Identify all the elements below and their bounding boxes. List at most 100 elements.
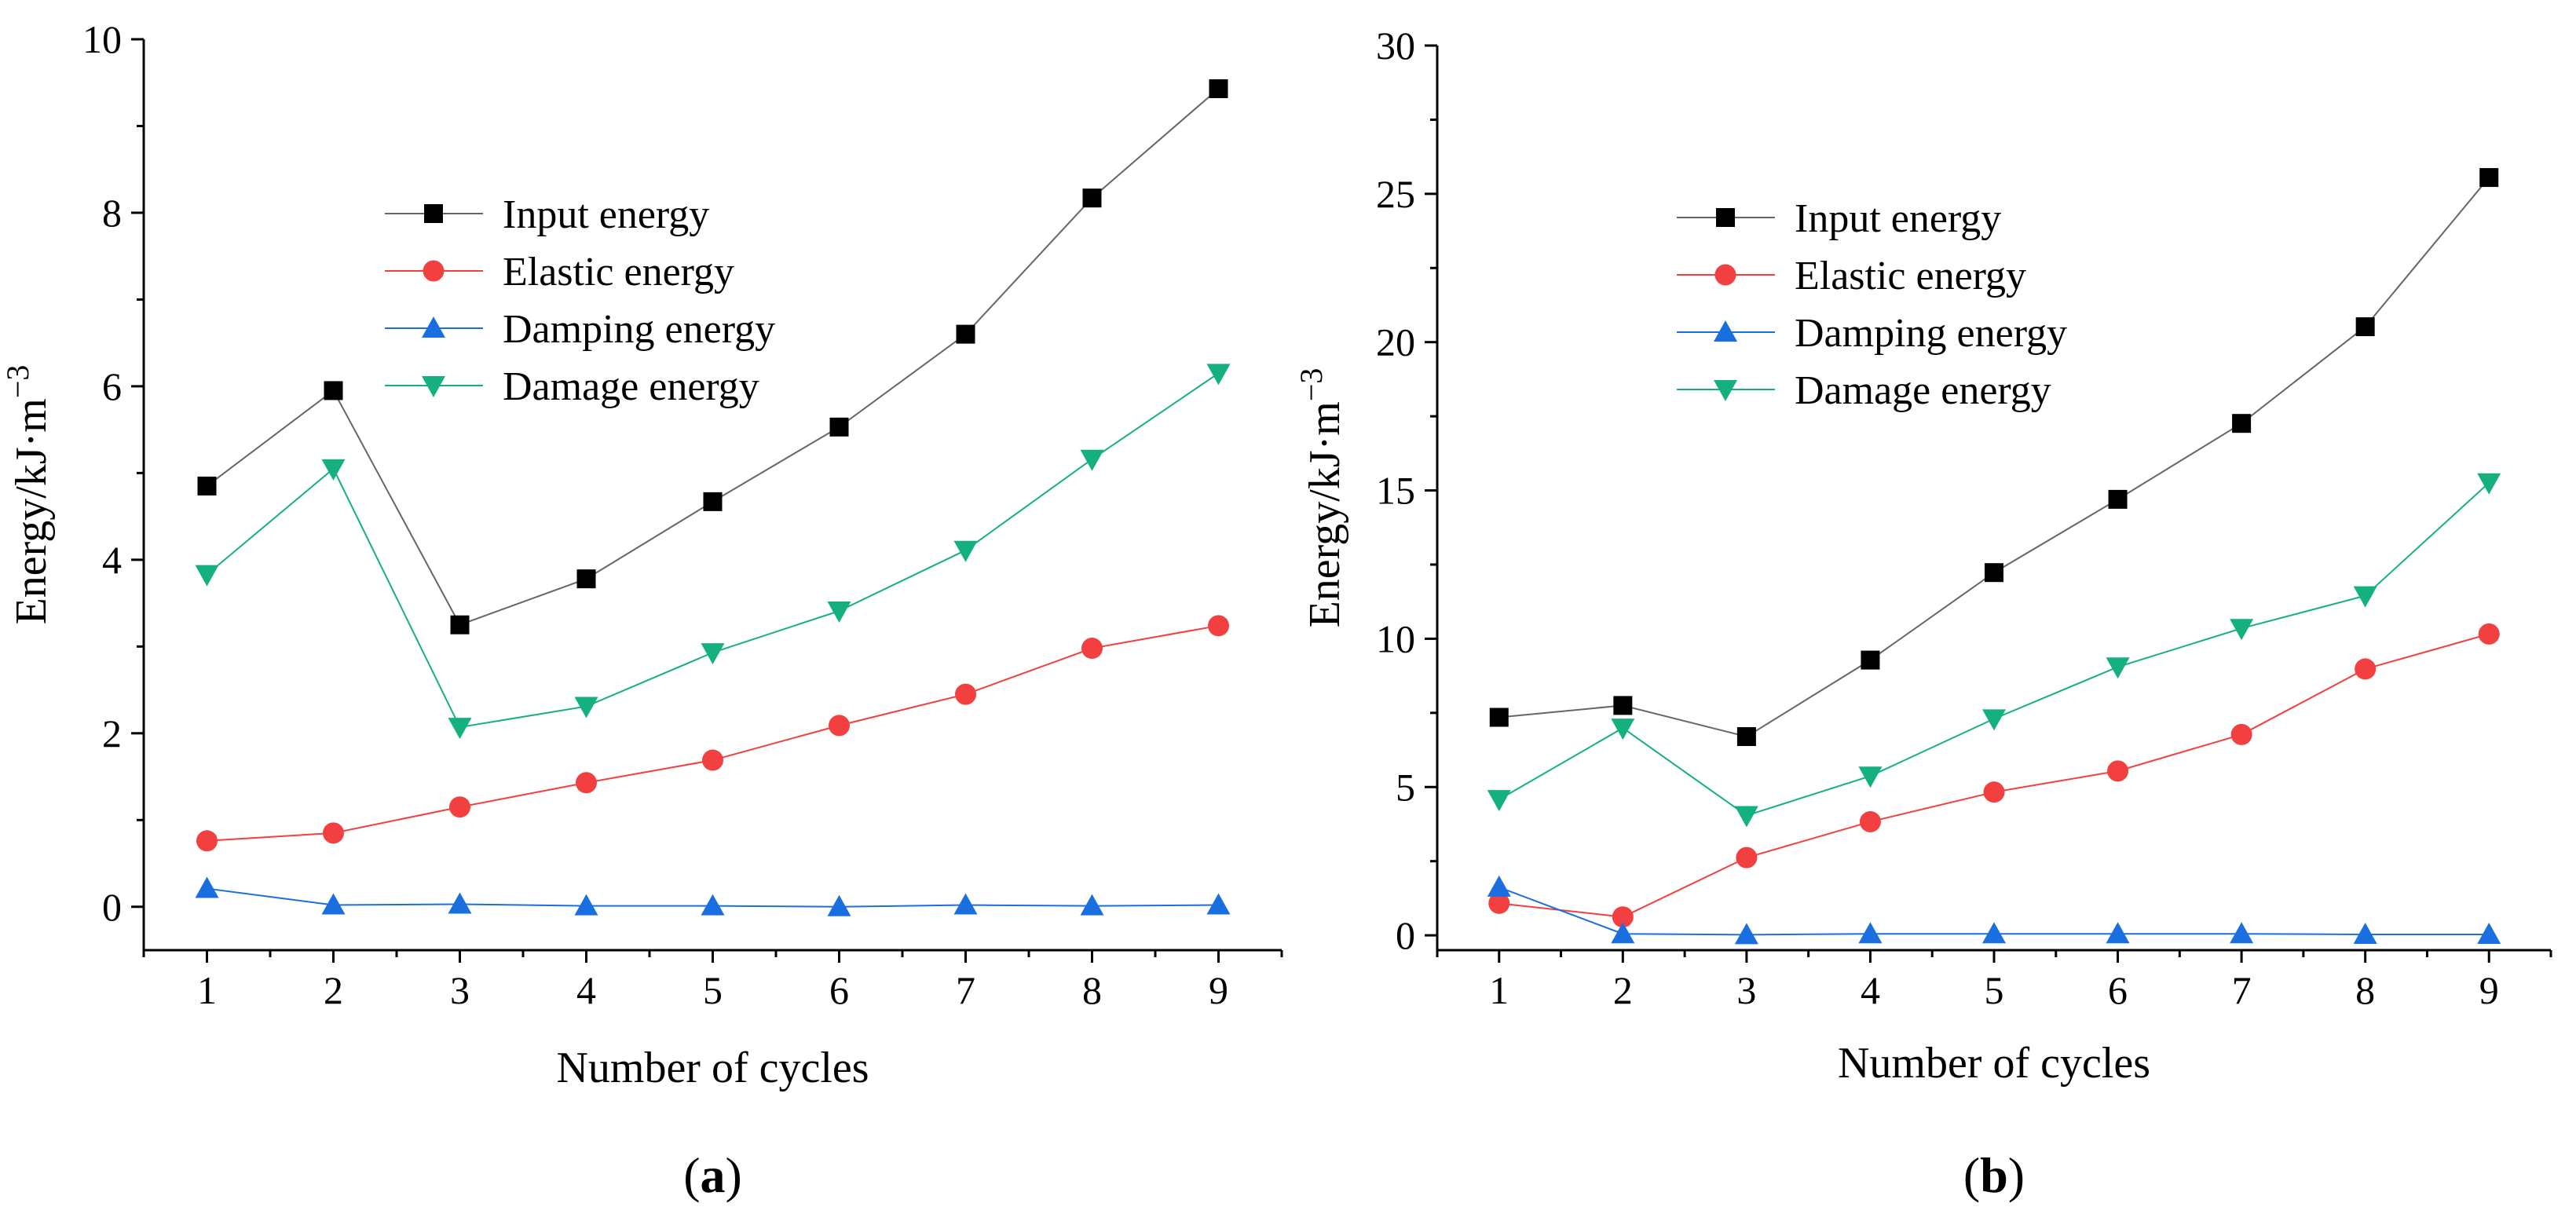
x-tick-label: 7 (956, 968, 975, 1012)
data-point-damping (321, 893, 346, 915)
data-point-elastic (1081, 638, 1103, 660)
x-tick-label: 2 (1613, 968, 1633, 1012)
legend-label-damping: Damping energy (1795, 311, 2067, 356)
data-point-input (450, 615, 470, 634)
data-point-damage (574, 697, 598, 719)
data-point-elastic (829, 715, 850, 737)
legend-marker-damping (1714, 320, 1737, 342)
data-point-damping (574, 894, 598, 916)
data-point-elastic (2478, 623, 2500, 645)
x-tick-label: 1 (197, 968, 217, 1012)
x-tick-label: 3 (1736, 968, 1756, 1012)
y-tick-label: 6 (102, 364, 122, 408)
y-tick-label: 10 (82, 17, 122, 61)
data-point-elastic (576, 772, 597, 794)
y-tick-label: 0 (102, 885, 122, 929)
panel-letter: a (701, 1147, 726, 1203)
data-point-input (1985, 563, 2003, 583)
data-point-damping (1080, 894, 1104, 916)
data-point-elastic (196, 830, 218, 852)
x-tick-label: 2 (324, 968, 343, 1012)
legend-label-input: Input energy (1795, 196, 2001, 241)
data-point-input (956, 324, 975, 344)
data-point-elastic (1859, 810, 1881, 832)
y-tick-label: 20 (1376, 320, 1415, 364)
data-point-damping (701, 894, 725, 916)
data-point-elastic (323, 822, 344, 844)
data-point-damping (1487, 875, 1511, 897)
data-point-input (1613, 696, 1633, 715)
x-tick-label: 8 (2355, 968, 2375, 1012)
y-axis-title: Energy/kJ·m−3 (1293, 368, 1349, 628)
data-point-damping (2477, 922, 2501, 944)
data-point-elastic (1208, 615, 1229, 637)
data-point-damage (448, 718, 472, 740)
panel-letter: b (1980, 1147, 2008, 1203)
x-tick-label: 1 (1489, 968, 1509, 1012)
data-point-elastic (2355, 658, 2377, 680)
legend-label-damage: Damage energy (503, 364, 759, 409)
x-tick-label: 9 (2479, 968, 2499, 1012)
data-point-damage (1611, 719, 1635, 740)
x-tick-label: 9 (1209, 968, 1228, 1012)
data-point-damping (1734, 923, 1758, 945)
data-point-input (2108, 489, 2128, 509)
legend-label-elastic: Elastic energy (503, 250, 734, 294)
legend-marker-elastic (423, 260, 445, 282)
data-point-damping (2106, 922, 2130, 944)
legend-marker-input (424, 204, 443, 223)
data-point-input (1736, 727, 1756, 747)
data-point-damping (1982, 922, 2006, 944)
data-point-elastic (702, 749, 723, 771)
legend-marker-damage (1714, 380, 1737, 401)
data-point-damage (2106, 657, 2130, 679)
data-point-damage (1858, 766, 1883, 788)
y-axis-title-exponent: −3 (1293, 368, 1329, 402)
data-point-damage (195, 565, 219, 587)
data-point-damping (1206, 893, 1231, 915)
data-point-damping (1858, 922, 1883, 944)
data-point-input (1082, 188, 1102, 208)
y-tick-label: 4 (102, 538, 122, 582)
y-axis-title-exponent: −3 (0, 365, 35, 399)
data-point-damage (2353, 586, 2377, 608)
data-point-input (2232, 414, 2252, 433)
data-point-input (2355, 317, 2375, 337)
data-point-damping (2230, 922, 2254, 944)
data-point-elastic (1488, 892, 1510, 914)
legend: Input energy Elastic energy Damping energy… (385, 192, 775, 409)
data-point-damage (2230, 619, 2254, 641)
data-point-input (1489, 708, 1509, 727)
data-point-damage (953, 540, 978, 562)
y-tick-label: 8 (102, 191, 122, 235)
x-axis-title: Number of cycles (1838, 1039, 2150, 1088)
y-axis-title: Energy/kJ·m−3 (0, 365, 56, 625)
chart-panel-b: 0 5 10 15 20 25 30 1 2 3 4 5 6 7 8 9 Number of cycles Ene… (1293, 24, 2552, 1203)
legend-marker-damage (422, 376, 445, 397)
legend-marker-input (1716, 208, 1735, 227)
y-tick-label: 15 (1376, 469, 1415, 513)
data-point-elastic (2230, 723, 2252, 745)
data-point-elastic (955, 683, 976, 705)
y-tick-label: 2 (102, 711, 122, 755)
data-point-input (324, 381, 343, 400)
data-point-elastic (449, 796, 470, 818)
data-point-damage (1982, 709, 2006, 731)
data-point-input (703, 492, 723, 511)
data-point-input (1861, 650, 1880, 670)
legend-label-damage: Damage energy (1795, 368, 2051, 413)
data-point-input (1209, 79, 1228, 98)
x-tick-label: 7 (2232, 968, 2252, 1012)
data-point-damage (1487, 790, 1511, 812)
data-point-damping (1611, 922, 1635, 944)
y-tick-label: 0 (1396, 913, 1415, 957)
data-point-elastic (1612, 906, 1634, 928)
data-point-damage (2477, 473, 2501, 495)
legend-label-elastic: Elastic energy (1795, 254, 2026, 298)
data-point-input (829, 417, 849, 437)
data-point-elastic (2107, 760, 2129, 782)
x-axis-title: Number of cycles (556, 1044, 869, 1092)
y-axis-title-main: Energy/kJ·m (7, 398, 56, 624)
